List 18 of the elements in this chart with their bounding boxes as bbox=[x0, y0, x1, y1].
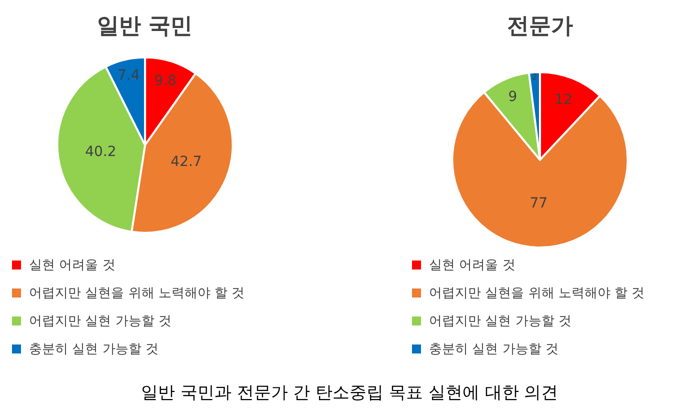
data-label: 9.8 bbox=[154, 72, 177, 89]
data-label: 7.4 bbox=[117, 68, 140, 84]
data-label: 9 bbox=[508, 88, 518, 105]
legend-label: 어렵지만 실현을 위해 노력해야 할 것 bbox=[29, 286, 245, 301]
data-label: 77 bbox=[530, 196, 548, 212]
chart-title: 전문가 bbox=[507, 14, 573, 39]
legend-label: 어렵지만 실현 가능할 것 bbox=[429, 314, 572, 329]
legend-label: 충분히 실현 가능할 것 bbox=[429, 342, 558, 357]
data-label: 40.2 bbox=[85, 144, 116, 160]
legend-label: 실현 어려울 것 bbox=[429, 258, 516, 273]
text: 일반 국민과 전문가 간 탄소중립 목표 실현에 대한 의견 bbox=[141, 383, 558, 403]
data-label: 12 bbox=[554, 92, 572, 108]
legend-label: 충분히 실현 가능할 것 bbox=[29, 342, 158, 357]
data-label: 42.7 bbox=[170, 154, 202, 170]
legend-label: 어렵지만 실현 가능할 것 bbox=[29, 314, 172, 329]
legend-label: 어렵지만 실현을 위해 노력해야 할 것 bbox=[429, 286, 645, 301]
legend-label: 실현 어려울 것 bbox=[29, 258, 116, 273]
chart-title: 일반 국민 bbox=[97, 14, 193, 39]
